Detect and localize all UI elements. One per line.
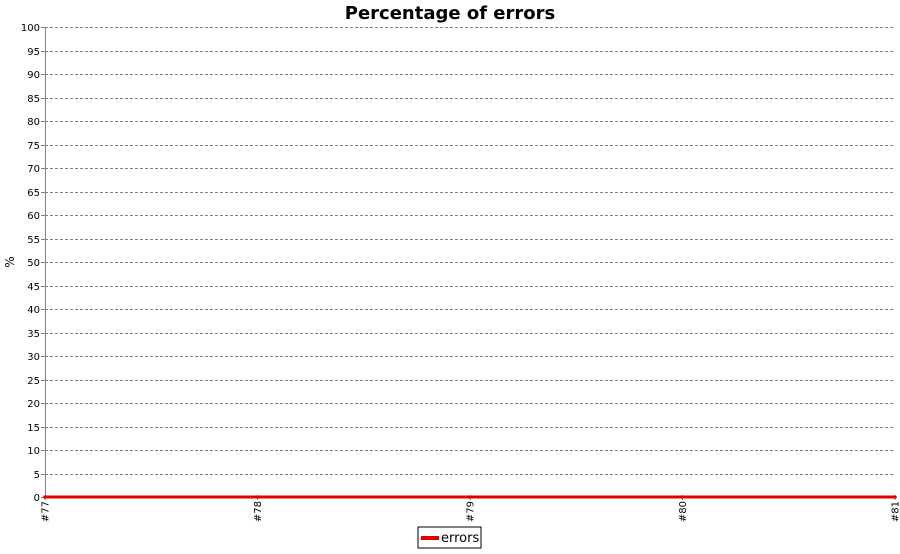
data-point xyxy=(893,495,897,499)
y-tick-label: 100 xyxy=(21,23,40,34)
y-axis-label: % xyxy=(3,256,17,267)
y-tick-label: 50 xyxy=(27,258,40,269)
data-point xyxy=(43,495,47,499)
x-tick-labels: #77 #78 #79 #80 #81 xyxy=(41,501,900,522)
y-tick-label: 30 xyxy=(27,352,40,363)
grid-lines xyxy=(45,28,895,475)
y-tick-label: 85 xyxy=(27,94,40,105)
chart-title: Percentage of errors xyxy=(345,3,555,24)
x-tick-label: #78 xyxy=(253,501,264,522)
y-tick-label: 35 xyxy=(27,329,40,340)
x-tick-label: #80 xyxy=(678,501,689,522)
x-tick-label: #81 xyxy=(891,501,900,522)
y-tick-label: 5 xyxy=(34,470,40,481)
y-tick-label: 60 xyxy=(27,211,40,222)
y-tick-label: 0 xyxy=(34,493,40,504)
y-tick-label: 90 xyxy=(27,70,40,81)
data-point xyxy=(256,495,260,499)
x-tick-label: #79 xyxy=(466,501,477,522)
y-tick-labels: 0 5 10 15 20 25 30 35 40 45 50 55 60 65 70 75 80 85 90 95 10… xyxy=(21,23,40,504)
y-tick-label: 45 xyxy=(27,282,40,293)
y-tick-label: 80 xyxy=(27,117,40,128)
series-lines xyxy=(43,495,897,499)
y-tick-label: 25 xyxy=(27,376,40,387)
axes xyxy=(41,27,895,500)
data-point xyxy=(468,495,472,499)
legend: errors xyxy=(418,527,481,548)
data-point xyxy=(681,495,685,499)
y-tick-label: 40 xyxy=(27,305,40,316)
y-tick-label: 75 xyxy=(27,141,40,152)
x-tick-label: #77 xyxy=(41,501,52,522)
y-tick-label: 55 xyxy=(27,235,40,246)
y-tick-label: 70 xyxy=(27,164,40,175)
y-tick-label: 95 xyxy=(27,47,40,58)
y-tick-label: 65 xyxy=(27,188,40,199)
y-tick-label: 15 xyxy=(27,423,40,434)
y-tick-label: 20 xyxy=(27,399,40,410)
y-tick-label: 10 xyxy=(27,446,40,457)
legend-label-errors: errors xyxy=(441,531,479,546)
